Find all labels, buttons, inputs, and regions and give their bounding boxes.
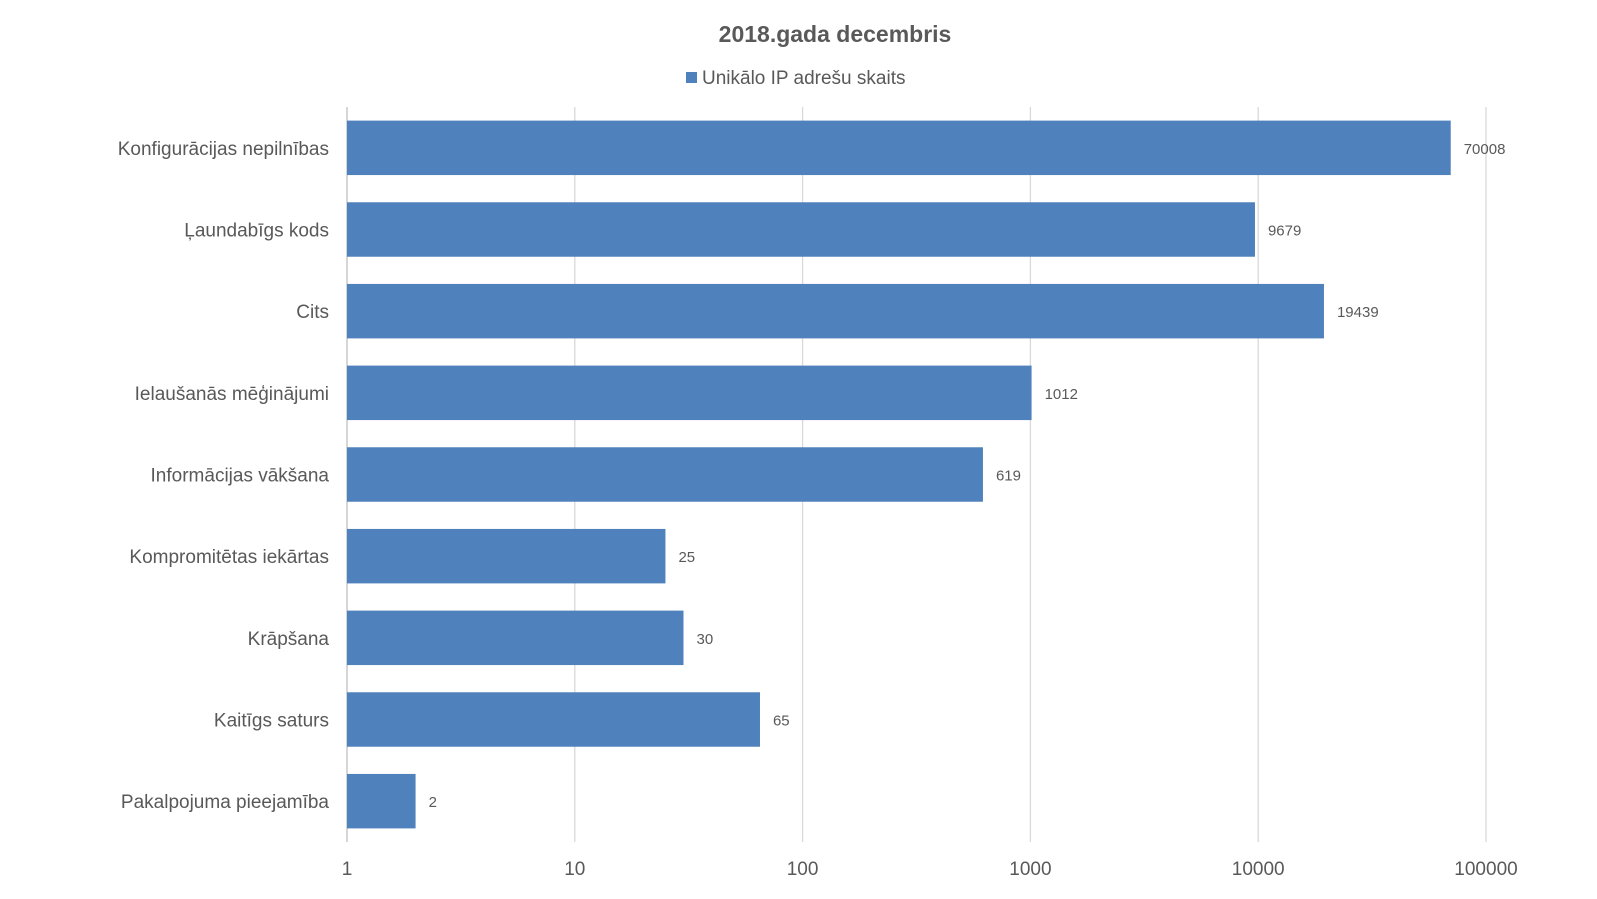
x-tick-label: 1000 [1009,859,1051,880]
category-label: Ielaušanās mēģinājumi [135,384,329,405]
data-label: 65 [773,713,790,730]
data-label: 1012 [1045,386,1078,403]
bar [347,692,760,747]
x-tick-label: 100 [787,859,819,880]
data-label: 2 [429,794,437,811]
bar [347,447,983,502]
category-label: Cits [296,302,329,323]
bar [347,610,684,666]
data-label: 70008 [1464,141,1506,158]
bar [347,365,1032,421]
category-label: Kompromitētas iekārtas [129,547,329,568]
category-label: Informācijas vākšana [151,466,330,487]
bar [347,528,666,584]
bar [347,773,416,829]
chart-title: 2018.gada decembris [719,21,952,47]
category-label: Pakalpojuma pieejamība [121,792,330,813]
data-label: 19439 [1337,304,1379,321]
x-tick-label: 1 [342,859,353,880]
category-label: Kaitīgs saturs [214,711,329,732]
legend: Unikālo IP adrešu skaits [686,68,905,89]
data-label: 9679 [1268,223,1301,240]
bars [347,120,1451,829]
x-tick-label: 10 [564,859,585,880]
legend-swatch [686,72,697,83]
category-label: Konfigurācijas nepilnības [118,139,329,160]
x-tick-label: 100000 [1454,859,1517,880]
bar [347,202,1255,257]
category-label: Krāpšana [248,629,330,650]
category-labels: Konfigurācijas nepilnības Ļaundabīgs kods… [118,139,330,813]
data-label: 25 [678,549,695,566]
data-labels: 70008 9679 19439 1012 619 25 30 65 2 [429,141,1506,811]
x-tick-label: 10000 [1232,859,1285,880]
category-label: Ļaundabīgs kods [184,221,329,242]
data-label: 619 [996,468,1021,485]
bar [347,120,1451,176]
bar [347,283,1324,339]
data-label: 30 [696,631,713,648]
x-axis-tick-labels: 1 10 100 1000 10000 100000 [342,859,1518,880]
legend-label: Unikālo IP adrešu skaits [702,68,905,89]
